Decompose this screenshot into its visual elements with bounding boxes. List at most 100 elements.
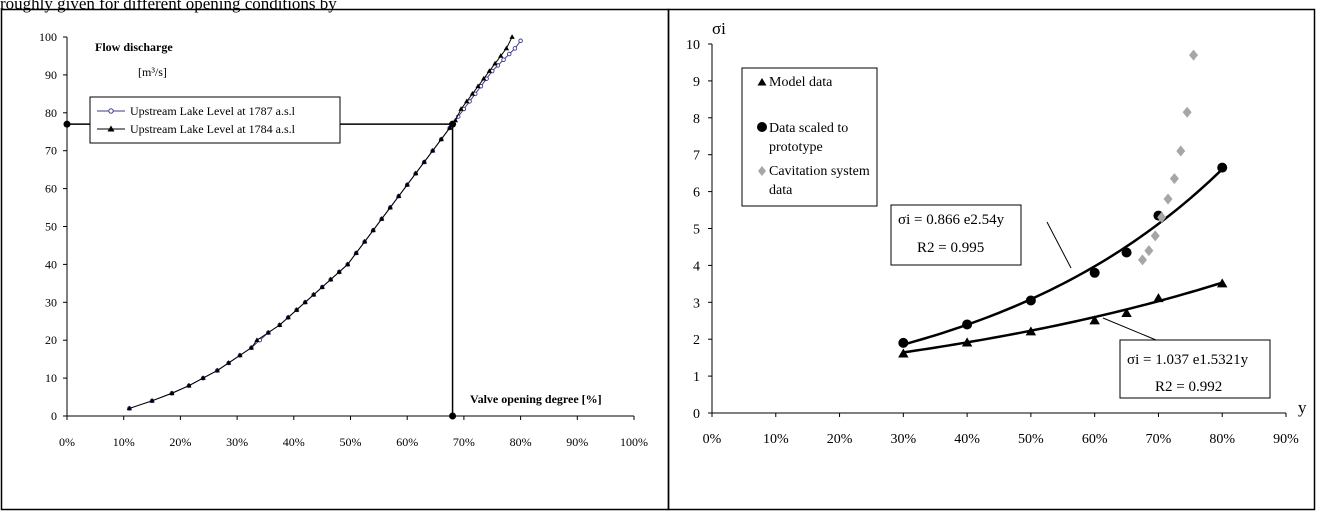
trendline-label-lower: σi = 1.037 e1.5321y R2 = 0.992 <box>1102 317 1271 399</box>
series-line <box>129 40 522 409</box>
legend: Upstream Lake Level at 1787 a.s.l Upstre… <box>89 96 341 144</box>
data-point <box>1025 326 1037 336</box>
x-tick-label: 60% <box>1082 432 1108 447</box>
data-point <box>486 68 493 73</box>
data-point <box>1217 162 1228 173</box>
series-1784 <box>126 34 515 411</box>
cavitation-chart: 0% 10% 20% 30% 40% 50% 60% 70% 80% 90% 0 1 2 3 4 5 6 7 8 9… <box>686 19 1307 447</box>
data-point <box>438 136 444 142</box>
x-tick-label: 40% <box>283 435 305 449</box>
series-line <box>129 36 513 409</box>
legend-marker-model <box>757 78 767 86</box>
data-point <box>1121 307 1132 317</box>
y-tick-label: 100 <box>39 30 57 44</box>
data-point <box>254 337 260 343</box>
data-point <box>501 57 506 62</box>
x-tick-label: 40% <box>954 432 980 447</box>
x-tick-label: 60% <box>396 435 418 449</box>
x-tick-label: 0% <box>59 435 75 449</box>
y-tick-labels: 0 1 2 3 4 5 6 7 8 9 10 <box>686 38 700 422</box>
legend-label-1787: Upstream Lake Level at 1787 a.s.l <box>130 104 296 118</box>
x-tick-label: 10% <box>113 435 135 449</box>
x-tick-label: 80% <box>510 435 532 449</box>
x-tick-labels: 0% 10% 20% 30% 40% 50% 60% 70% 80% 90% <box>703 432 1300 447</box>
data-point <box>962 319 973 330</box>
data-point <box>336 269 342 274</box>
data-point <box>265 329 271 335</box>
x-tick-label: 100% <box>620 435 648 449</box>
data-point <box>225 360 232 365</box>
y-tick-label: 9 <box>693 75 700 90</box>
x-tick-label: 50% <box>340 435 362 449</box>
data-point <box>481 75 487 81</box>
data-point <box>1169 173 1179 185</box>
series-1787 <box>127 38 523 411</box>
data-point <box>327 276 334 282</box>
trendline-label-lower-box <box>1119 339 1271 399</box>
data-point <box>293 307 300 312</box>
trendline-lower-r2: R2 = 0.992 <box>1155 379 1222 395</box>
y-tick-label: 2 <box>693 333 700 348</box>
data-point <box>1144 245 1154 257</box>
data-point <box>421 159 427 164</box>
data-point <box>512 46 518 51</box>
data-point <box>492 60 498 66</box>
legend-label-model: Model data <box>769 75 833 90</box>
data-point <box>464 98 470 104</box>
data-point <box>1121 247 1132 258</box>
x-tick-label: 10% <box>763 432 789 447</box>
data-point <box>503 45 510 51</box>
x-tick-label: 50% <box>1018 432 1044 447</box>
data-point <box>898 348 909 358</box>
data-point <box>1150 230 1160 242</box>
x-tick-labels: 0% 10% 20% 30% 40% 50% 60% 70% 80% 90% 100% <box>59 435 648 449</box>
x-tick-label: 0% <box>703 432 722 447</box>
y-tick-label: 3 <box>693 296 700 311</box>
data-point <box>404 182 410 187</box>
data-point <box>353 250 359 255</box>
data-point <box>1025 295 1036 306</box>
y-tick-label: 40 <box>45 257 57 271</box>
y-tick-label: 20 <box>45 333 57 347</box>
data-point <box>248 344 254 350</box>
annotation-units: [m³/s] <box>138 65 167 79</box>
legend-marker-cavitation <box>758 166 766 176</box>
x-tick-label: 70% <box>1146 432 1172 447</box>
trendline-upper-pointer <box>1046 221 1072 269</box>
trendline-lower-equation: σi = 1.037 e1.5321y <box>1127 352 1249 368</box>
y-tick-label: 90 <box>45 68 57 82</box>
legend-label-scaled-1: Data scaled to <box>769 121 848 136</box>
data-point <box>475 83 481 89</box>
data-point <box>961 337 973 347</box>
data-point <box>509 34 515 39</box>
x-tick-label: 30% <box>226 435 248 449</box>
trendlines <box>903 168 1224 354</box>
flow-discharge-chart: 0% 10% 20% 30% 40% 50% 60% 70% 80% 90% 100% 0 10 20 3… <box>39 30 648 449</box>
y-tick-label: 30 <box>45 295 57 309</box>
legend-box <box>741 67 878 207</box>
axes <box>63 36 635 420</box>
legend-marker-1784 <box>107 125 115 132</box>
annotation-valve-opening: Valve opening degree [%] <box>470 392 602 406</box>
legend-marker-scaled <box>757 122 767 132</box>
series-model-data <box>898 278 1228 358</box>
data-point <box>498 53 504 58</box>
y-tick-label: 5 <box>693 223 700 238</box>
reference-lines <box>63 120 457 420</box>
data-point <box>310 291 317 297</box>
data-point <box>1182 106 1192 118</box>
legend-label-cavitation-1: Cavitation system <box>769 164 870 179</box>
y-tick-label: 6 <box>693 186 700 201</box>
data-point <box>447 125 453 130</box>
data-point <box>1153 293 1164 303</box>
data-point <box>413 170 419 176</box>
x-tick-label: 20% <box>169 435 191 449</box>
data-point <box>370 227 376 233</box>
data-point <box>1216 278 1228 288</box>
x-tick-label: 80% <box>1209 432 1235 447</box>
trendline-lower-pointer <box>1102 317 1157 341</box>
y-tick-label: 0 <box>693 407 700 422</box>
series <box>126 34 523 411</box>
data-point <box>1163 193 1173 205</box>
y-tick-label: 10 <box>686 38 700 53</box>
